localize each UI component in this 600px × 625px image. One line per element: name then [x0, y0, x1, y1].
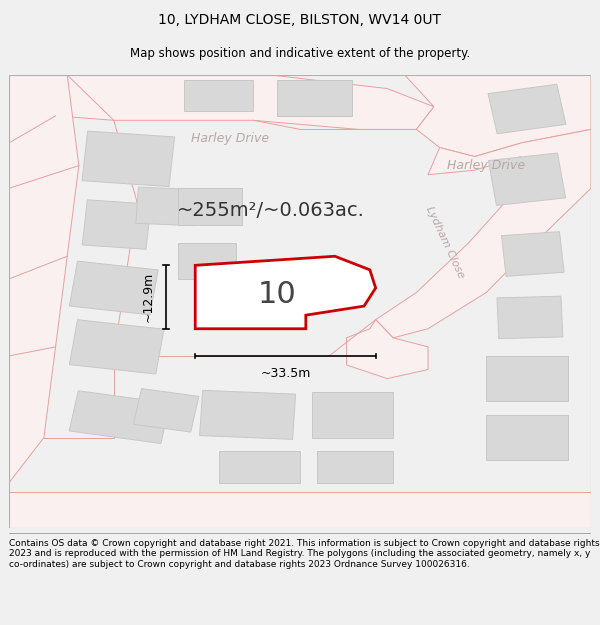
- FancyBboxPatch shape: [200, 391, 296, 439]
- FancyBboxPatch shape: [488, 84, 566, 134]
- Polygon shape: [56, 75, 434, 129]
- Text: Harley Drive: Harley Drive: [447, 159, 526, 172]
- FancyBboxPatch shape: [178, 242, 236, 279]
- Text: ~12.9m: ~12.9m: [142, 272, 155, 322]
- FancyBboxPatch shape: [218, 451, 300, 482]
- FancyBboxPatch shape: [69, 391, 170, 444]
- Text: 10, LYDHAM CLOSE, BILSTON, WV14 0UT: 10, LYDHAM CLOSE, BILSTON, WV14 0UT: [158, 13, 442, 27]
- FancyBboxPatch shape: [488, 153, 566, 206]
- Text: 10: 10: [257, 280, 296, 309]
- FancyBboxPatch shape: [317, 451, 393, 482]
- Text: ~255m²/~0.063ac.: ~255m²/~0.063ac.: [177, 201, 365, 221]
- Polygon shape: [376, 129, 591, 338]
- FancyBboxPatch shape: [277, 79, 352, 116]
- Text: Lydham Close: Lydham Close: [424, 205, 467, 280]
- Polygon shape: [9, 492, 591, 528]
- FancyBboxPatch shape: [311, 392, 393, 438]
- FancyBboxPatch shape: [82, 200, 151, 249]
- Polygon shape: [195, 256, 376, 329]
- FancyBboxPatch shape: [502, 232, 564, 276]
- FancyBboxPatch shape: [486, 356, 568, 401]
- FancyBboxPatch shape: [70, 261, 158, 315]
- Polygon shape: [405, 75, 591, 156]
- Text: Harley Drive: Harley Drive: [191, 132, 269, 145]
- FancyBboxPatch shape: [497, 296, 563, 339]
- FancyBboxPatch shape: [136, 187, 196, 226]
- FancyBboxPatch shape: [486, 415, 568, 460]
- FancyBboxPatch shape: [133, 389, 199, 432]
- Polygon shape: [347, 319, 428, 379]
- FancyBboxPatch shape: [82, 131, 175, 187]
- Text: ~33.5m: ~33.5m: [260, 368, 311, 380]
- Text: Contains OS data © Crown copyright and database right 2021. This information is : Contains OS data © Crown copyright and d…: [9, 539, 599, 569]
- Polygon shape: [9, 75, 79, 482]
- FancyBboxPatch shape: [178, 188, 242, 224]
- Text: Map shows position and indicative extent of the property.: Map shows position and indicative extent…: [130, 48, 470, 61]
- FancyBboxPatch shape: [70, 320, 164, 374]
- FancyBboxPatch shape: [184, 79, 253, 111]
